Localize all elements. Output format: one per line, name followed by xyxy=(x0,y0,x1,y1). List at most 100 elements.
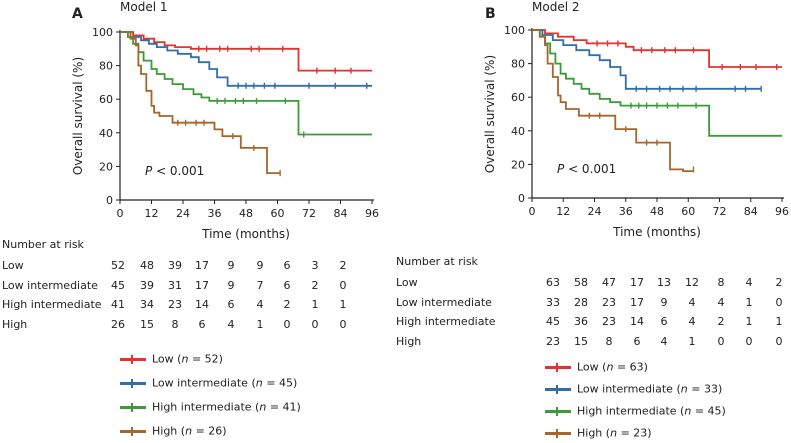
risk-cell: 14 xyxy=(630,315,644,328)
legend-n-symbol: n xyxy=(255,376,263,390)
risk-cell: 3 xyxy=(311,259,319,272)
legend-label: High intermediate (n = 45) xyxy=(577,405,726,418)
y-tick-label: 40 xyxy=(99,127,113,140)
survival-curve-low-intermediate xyxy=(532,29,762,90)
risk-cell: 8 xyxy=(171,317,179,331)
risk-cell: 23 xyxy=(602,315,616,328)
risk-cell: 33 xyxy=(546,295,560,309)
legend-item-high-intermediate: High intermediate (n = 41) xyxy=(120,400,301,414)
risk-cell: 0 xyxy=(339,278,347,292)
risk-cell: 45 xyxy=(111,278,125,292)
risk-cell: 1 xyxy=(311,298,319,311)
y-tick-label: 100 xyxy=(92,26,113,39)
y-axis-label: Overall survival (%) xyxy=(71,57,85,175)
risk-cell: 0 xyxy=(775,295,783,309)
legend-group-name: High intermediate xyxy=(152,400,252,414)
p-value: P < 0.001 xyxy=(145,164,204,178)
legend-item-low-intermediate: Low intermediate (n = 33) xyxy=(545,382,722,396)
risk-cell: 4 xyxy=(660,334,668,348)
risk-cell: 7 xyxy=(256,278,264,292)
risk-cell: 58 xyxy=(574,276,588,289)
risk-cell: 4 xyxy=(256,298,264,311)
legend-n-symbol: n xyxy=(185,424,193,438)
x-tick-label: 12 xyxy=(145,207,159,220)
x-tick-label: 96 xyxy=(775,205,789,218)
risk-cell: 13 xyxy=(657,276,671,289)
survival-curve-low xyxy=(120,31,372,72)
risk-cell: 1 xyxy=(339,298,347,311)
risk-row-label: High xyxy=(396,334,422,348)
legend-n-symbol: n xyxy=(680,382,688,396)
risk-cell: 4 xyxy=(717,295,725,309)
legend-label: Low intermediate (n = 45) xyxy=(152,377,297,390)
legend-swatch xyxy=(120,402,146,412)
x-tick-label: 96 xyxy=(365,207,379,220)
risk-cell: 48 xyxy=(140,259,154,272)
y-axis-label: Overall survival (%) xyxy=(483,55,497,173)
legend-swatch xyxy=(120,426,146,436)
risk-cell: 45 xyxy=(546,315,560,328)
legend-paren: ( xyxy=(247,376,256,390)
panel-a: A Model 1 0 12 24 36 48 60 72 84 96 0 20 40 60 80 100 T… xyxy=(0,0,395,443)
risk-cell: 9 xyxy=(660,295,668,309)
legend-count: = 45) xyxy=(262,376,298,390)
risk-cell: 1 xyxy=(256,317,264,331)
risk-cell: 1 xyxy=(745,315,753,328)
x-tick-label: 24 xyxy=(588,205,602,218)
risk-cell: 4 xyxy=(227,317,235,331)
legend-n-symbol: n xyxy=(610,426,618,440)
x-tick-label: 60 xyxy=(271,207,285,220)
km-plot: 0 12 24 36 48 60 72 84 96 0 20 40 60 80 100 Time (month… xyxy=(483,24,789,239)
legend-group-name: High xyxy=(152,424,178,438)
risk-cell: 17 xyxy=(630,276,644,289)
risk-cell: 4 xyxy=(745,276,753,289)
survival-curve-high xyxy=(532,29,694,172)
risk-row-label: High xyxy=(2,317,28,331)
x-tick-label: 36 xyxy=(619,205,633,218)
risk-row-label: Low xyxy=(396,276,418,289)
legend-paren: ( xyxy=(251,400,260,414)
legend-label: High intermediate (n = 41) xyxy=(152,401,301,414)
risk-table-header: Number at risk xyxy=(2,238,84,251)
risk-cell: 0 xyxy=(339,317,347,331)
panel-label: B xyxy=(485,6,496,22)
legend-paren: ( xyxy=(676,404,685,418)
risk-row-label: Low intermediate xyxy=(2,278,98,292)
legend-label: Low intermediate (n = 33) xyxy=(577,383,722,396)
x-tick-label: 0 xyxy=(117,207,124,220)
y-tick-label: 100 xyxy=(504,24,525,37)
risk-cell: 36 xyxy=(574,315,588,328)
legend-group-name: High xyxy=(577,426,603,440)
legend-item-high: High (n = 23) xyxy=(545,426,652,440)
risk-cell: 2 xyxy=(775,276,783,289)
survival-curve-low xyxy=(532,29,782,68)
risk-cell: 17 xyxy=(630,295,644,309)
risk-cell: 6 xyxy=(198,317,206,331)
y-tick-label: 60 xyxy=(99,93,113,106)
risk-cell: 6 xyxy=(283,259,291,272)
risk-cell: 12 xyxy=(685,276,699,289)
risk-row-label: Low xyxy=(2,259,24,272)
risk-cell: 4 xyxy=(688,315,696,328)
risk-cell: 8 xyxy=(605,334,613,348)
risk-cell: 2 xyxy=(311,278,319,292)
legend-group-name: Low intermediate xyxy=(152,376,248,390)
y-tick-label: 80 xyxy=(99,60,113,73)
survival-curve-low-intermediate xyxy=(120,31,372,87)
x-axis-label: Time (months) xyxy=(201,227,290,241)
legend-group-name: High intermediate xyxy=(577,404,677,418)
risk-cell: 9 xyxy=(256,259,264,272)
risk-cell: 2 xyxy=(717,315,725,328)
risk-row-label: High intermediate xyxy=(396,315,496,328)
risk-row-label: Low intermediate xyxy=(396,295,492,309)
legend-item-low: Low (n = 52) xyxy=(120,352,223,366)
risk-cell: 8 xyxy=(717,276,725,289)
y-tick-label: 20 xyxy=(511,158,525,171)
legend-label: High (n = 26) xyxy=(152,425,227,438)
risk-cell: 0 xyxy=(283,317,291,331)
legend-count: = 41) xyxy=(266,400,301,414)
x-tick-label: 48 xyxy=(650,205,664,218)
y-tick-label: 0 xyxy=(106,194,113,207)
risk-cell: 2 xyxy=(283,298,291,311)
legend-item-high: High (n = 26) xyxy=(120,424,227,438)
